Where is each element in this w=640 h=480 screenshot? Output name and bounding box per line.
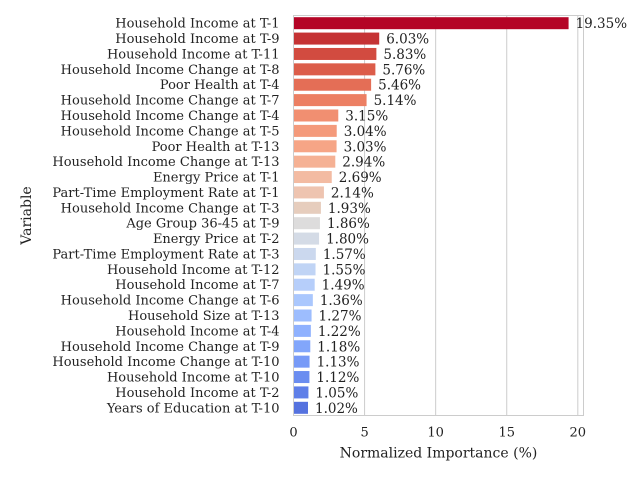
bar	[293, 324, 311, 337]
value-label: 1.12%	[316, 370, 359, 386]
bar	[293, 171, 332, 184]
bar	[293, 186, 324, 199]
value-label: 3.03%	[344, 139, 387, 155]
category-label: Age Group 36-45 at T-9	[125, 217, 279, 232]
bar	[293, 109, 339, 122]
x-tick-label: 0	[289, 426, 297, 441]
x-tick-label: 20	[570, 426, 587, 441]
bar	[293, 217, 320, 230]
bar	[293, 232, 320, 245]
bar	[293, 140, 337, 153]
x-tick-label: 5	[360, 426, 368, 441]
category-label: Years of Education at T-10	[106, 401, 280, 416]
bar	[293, 309, 312, 322]
bar	[293, 294, 313, 307]
category-label: Household Size at T-13	[128, 309, 280, 324]
value-label: 1.93%	[328, 201, 371, 217]
bar	[293, 17, 569, 30]
category-label: Energy Price at T-1	[153, 171, 280, 186]
bar	[293, 63, 376, 76]
category-label: Household Income at T-4	[115, 324, 279, 339]
bar	[293, 278, 315, 291]
value-label: 1.02%	[315, 401, 358, 417]
bar	[293, 263, 316, 276]
value-label: 5.46%	[378, 78, 421, 94]
category-label: Household Income Change at T-5	[61, 124, 280, 139]
value-label: 1.36%	[320, 293, 363, 309]
category-label: Household Income Change at T-3	[61, 201, 280, 216]
category-label: Household Income at T-2	[115, 386, 279, 401]
value-label: 5.83%	[383, 47, 426, 63]
bar	[293, 32, 380, 45]
value-label: 1.18%	[317, 339, 360, 355]
x-tick-label: 15	[498, 426, 515, 441]
category-label: Household Income at T-9	[115, 32, 279, 47]
category-label: Household Income at T-1	[115, 17, 279, 32]
category-label: Household Income at T-11	[107, 47, 280, 62]
value-label: 5.14%	[374, 93, 417, 109]
x-tick-label: 10	[427, 426, 444, 441]
category-label: Energy Price at T-2	[153, 232, 280, 247]
category-label: Household Income at T-12	[107, 263, 280, 278]
category-label: Part-Time Employment Rate at T-1	[52, 186, 279, 201]
bar	[293, 78, 372, 91]
plot-frame	[293, 15, 584, 416]
bar	[293, 371, 310, 384]
bar	[293, 201, 321, 214]
value-label: 19.35%	[576, 16, 628, 32]
value-label: 2.69%	[339, 170, 382, 186]
value-label: 2.94%	[342, 155, 385, 171]
category-label: Household Income Change at T-8	[61, 63, 280, 78]
value-label: 1.49%	[322, 278, 365, 294]
x-axis-title: Normalized Importance (%)	[340, 446, 538, 462]
value-label: 1.86%	[327, 216, 370, 232]
value-label: 1.55%	[323, 262, 366, 278]
category-label: Poor Health at T-4	[160, 78, 280, 93]
y-axis-title: Variable	[19, 186, 35, 245]
bar	[293, 247, 316, 260]
value-label: 3.04%	[344, 124, 387, 140]
category-label: Household Income Change at T-7	[61, 94, 280, 109]
bar	[293, 386, 309, 399]
bar	[293, 155, 336, 168]
value-label: 3.15%	[345, 109, 388, 125]
value-label: 1.22%	[318, 324, 361, 340]
value-label: 5.76%	[382, 62, 425, 78]
value-labels: 19.35% 6.03%5.83%5.76%5.46%5.14%3.15%3.04…	[315, 16, 627, 417]
value-label: 2.14%	[331, 185, 374, 201]
category-label: Part-Time Employment Rate at T-3	[52, 247, 279, 262]
category-label: Household Income Change at T-9	[61, 340, 280, 355]
value-label: 1.05%	[315, 385, 358, 401]
value-label: 1.13%	[317, 355, 360, 371]
category-label: Household Income Change at T-4	[61, 109, 280, 124]
value-label: 1.57%	[323, 247, 366, 263]
bar	[293, 47, 377, 60]
bar	[293, 355, 310, 368]
bar	[293, 401, 308, 414]
category-label: Household Income Change at T-10	[52, 355, 279, 370]
bar	[293, 340, 311, 353]
x-tick-labels: 0 5 10 15 20	[289, 426, 586, 441]
category-label: Poor Health at T-13	[152, 140, 280, 155]
value-label: 1.27%	[319, 309, 362, 325]
category-label: Household Income Change at T-6	[61, 294, 280, 309]
category-label: Household Income at T-7	[115, 278, 279, 293]
bars	[293, 17, 569, 414]
bar	[293, 94, 367, 107]
category-label: Household Income at T-10	[107, 371, 280, 386]
value-label: 6.03%	[386, 32, 429, 48]
category-label: Household Income Change at T-13	[52, 155, 279, 170]
value-label: 1.80%	[326, 232, 369, 248]
bar	[293, 124, 337, 137]
